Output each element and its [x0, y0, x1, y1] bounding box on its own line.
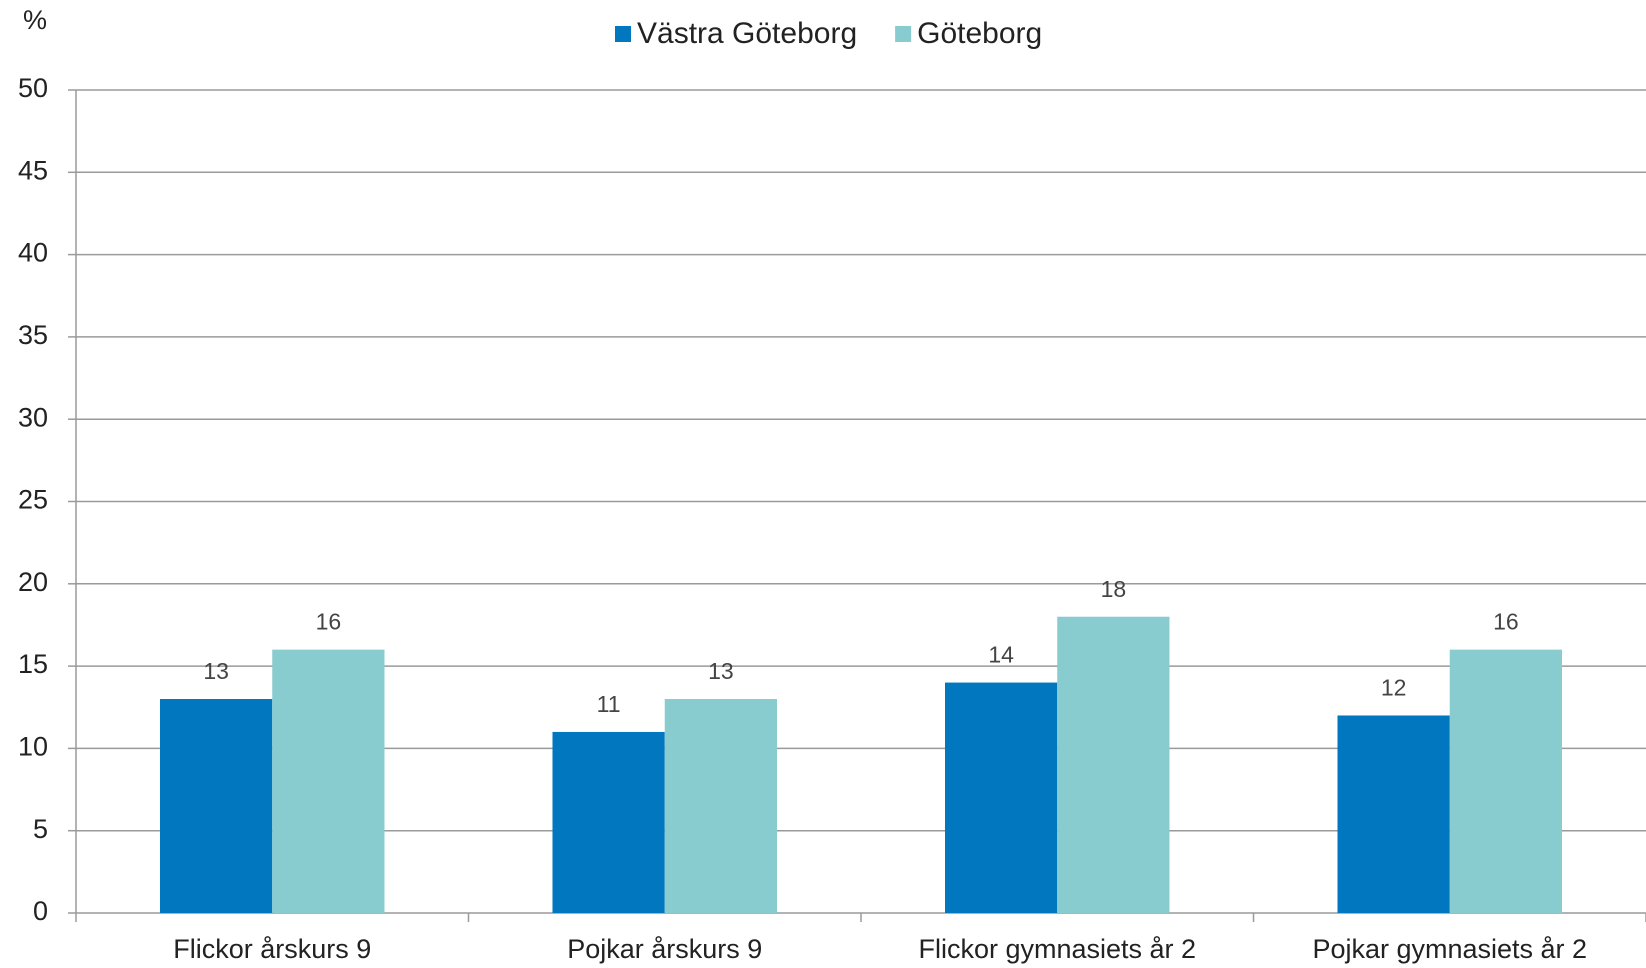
- bar: [664, 699, 778, 913]
- data-label: 12: [1381, 675, 1407, 701]
- data-label: 16: [316, 609, 342, 635]
- y-tick-label: 0: [33, 896, 48, 926]
- legend-label: Göteborg: [917, 17, 1042, 50]
- data-label: 11: [597, 691, 621, 717]
- bar: [159, 699, 273, 913]
- y-tick-label: 35: [18, 320, 48, 350]
- bar: [552, 731, 665, 913]
- data-label: 13: [708, 658, 734, 684]
- data-label: 13: [203, 658, 229, 684]
- y-tick-label: 25: [18, 485, 48, 515]
- y-tick-label: 30: [18, 402, 48, 432]
- x-tick-label: Flickor gymnasiets år 2: [918, 934, 1196, 964]
- x-tick-label: Pojkar årskurs 9: [567, 934, 762, 964]
- bar: [944, 682, 1058, 913]
- legend-swatch: [895, 26, 912, 42]
- y-tick-label: 50: [18, 73, 48, 103]
- data-label: 16: [1493, 609, 1519, 635]
- bar: [1337, 715, 1450, 913]
- bar: [272, 649, 385, 913]
- y-tick-label: 20: [18, 567, 48, 597]
- legend-swatch: [615, 26, 631, 42]
- y-tick-label: 10: [18, 732, 48, 762]
- data-label: 18: [1101, 576, 1127, 602]
- bar: [1057, 616, 1170, 913]
- y-tick-label: 45: [18, 155, 48, 185]
- bar: [1449, 649, 1563, 913]
- y-axis-label: %: [23, 5, 47, 35]
- y-tick-label: 40: [18, 238, 48, 268]
- data-label: 14: [988, 642, 1014, 668]
- y-tick-label: 15: [18, 649, 48, 679]
- x-tick-label: Flickor årskurs 9: [173, 934, 371, 964]
- y-tick-label: 5: [33, 814, 48, 844]
- x-tick-label: Pojkar gymnasiets år 2: [1312, 934, 1587, 964]
- legend-label: Västra Göteborg: [637, 17, 857, 50]
